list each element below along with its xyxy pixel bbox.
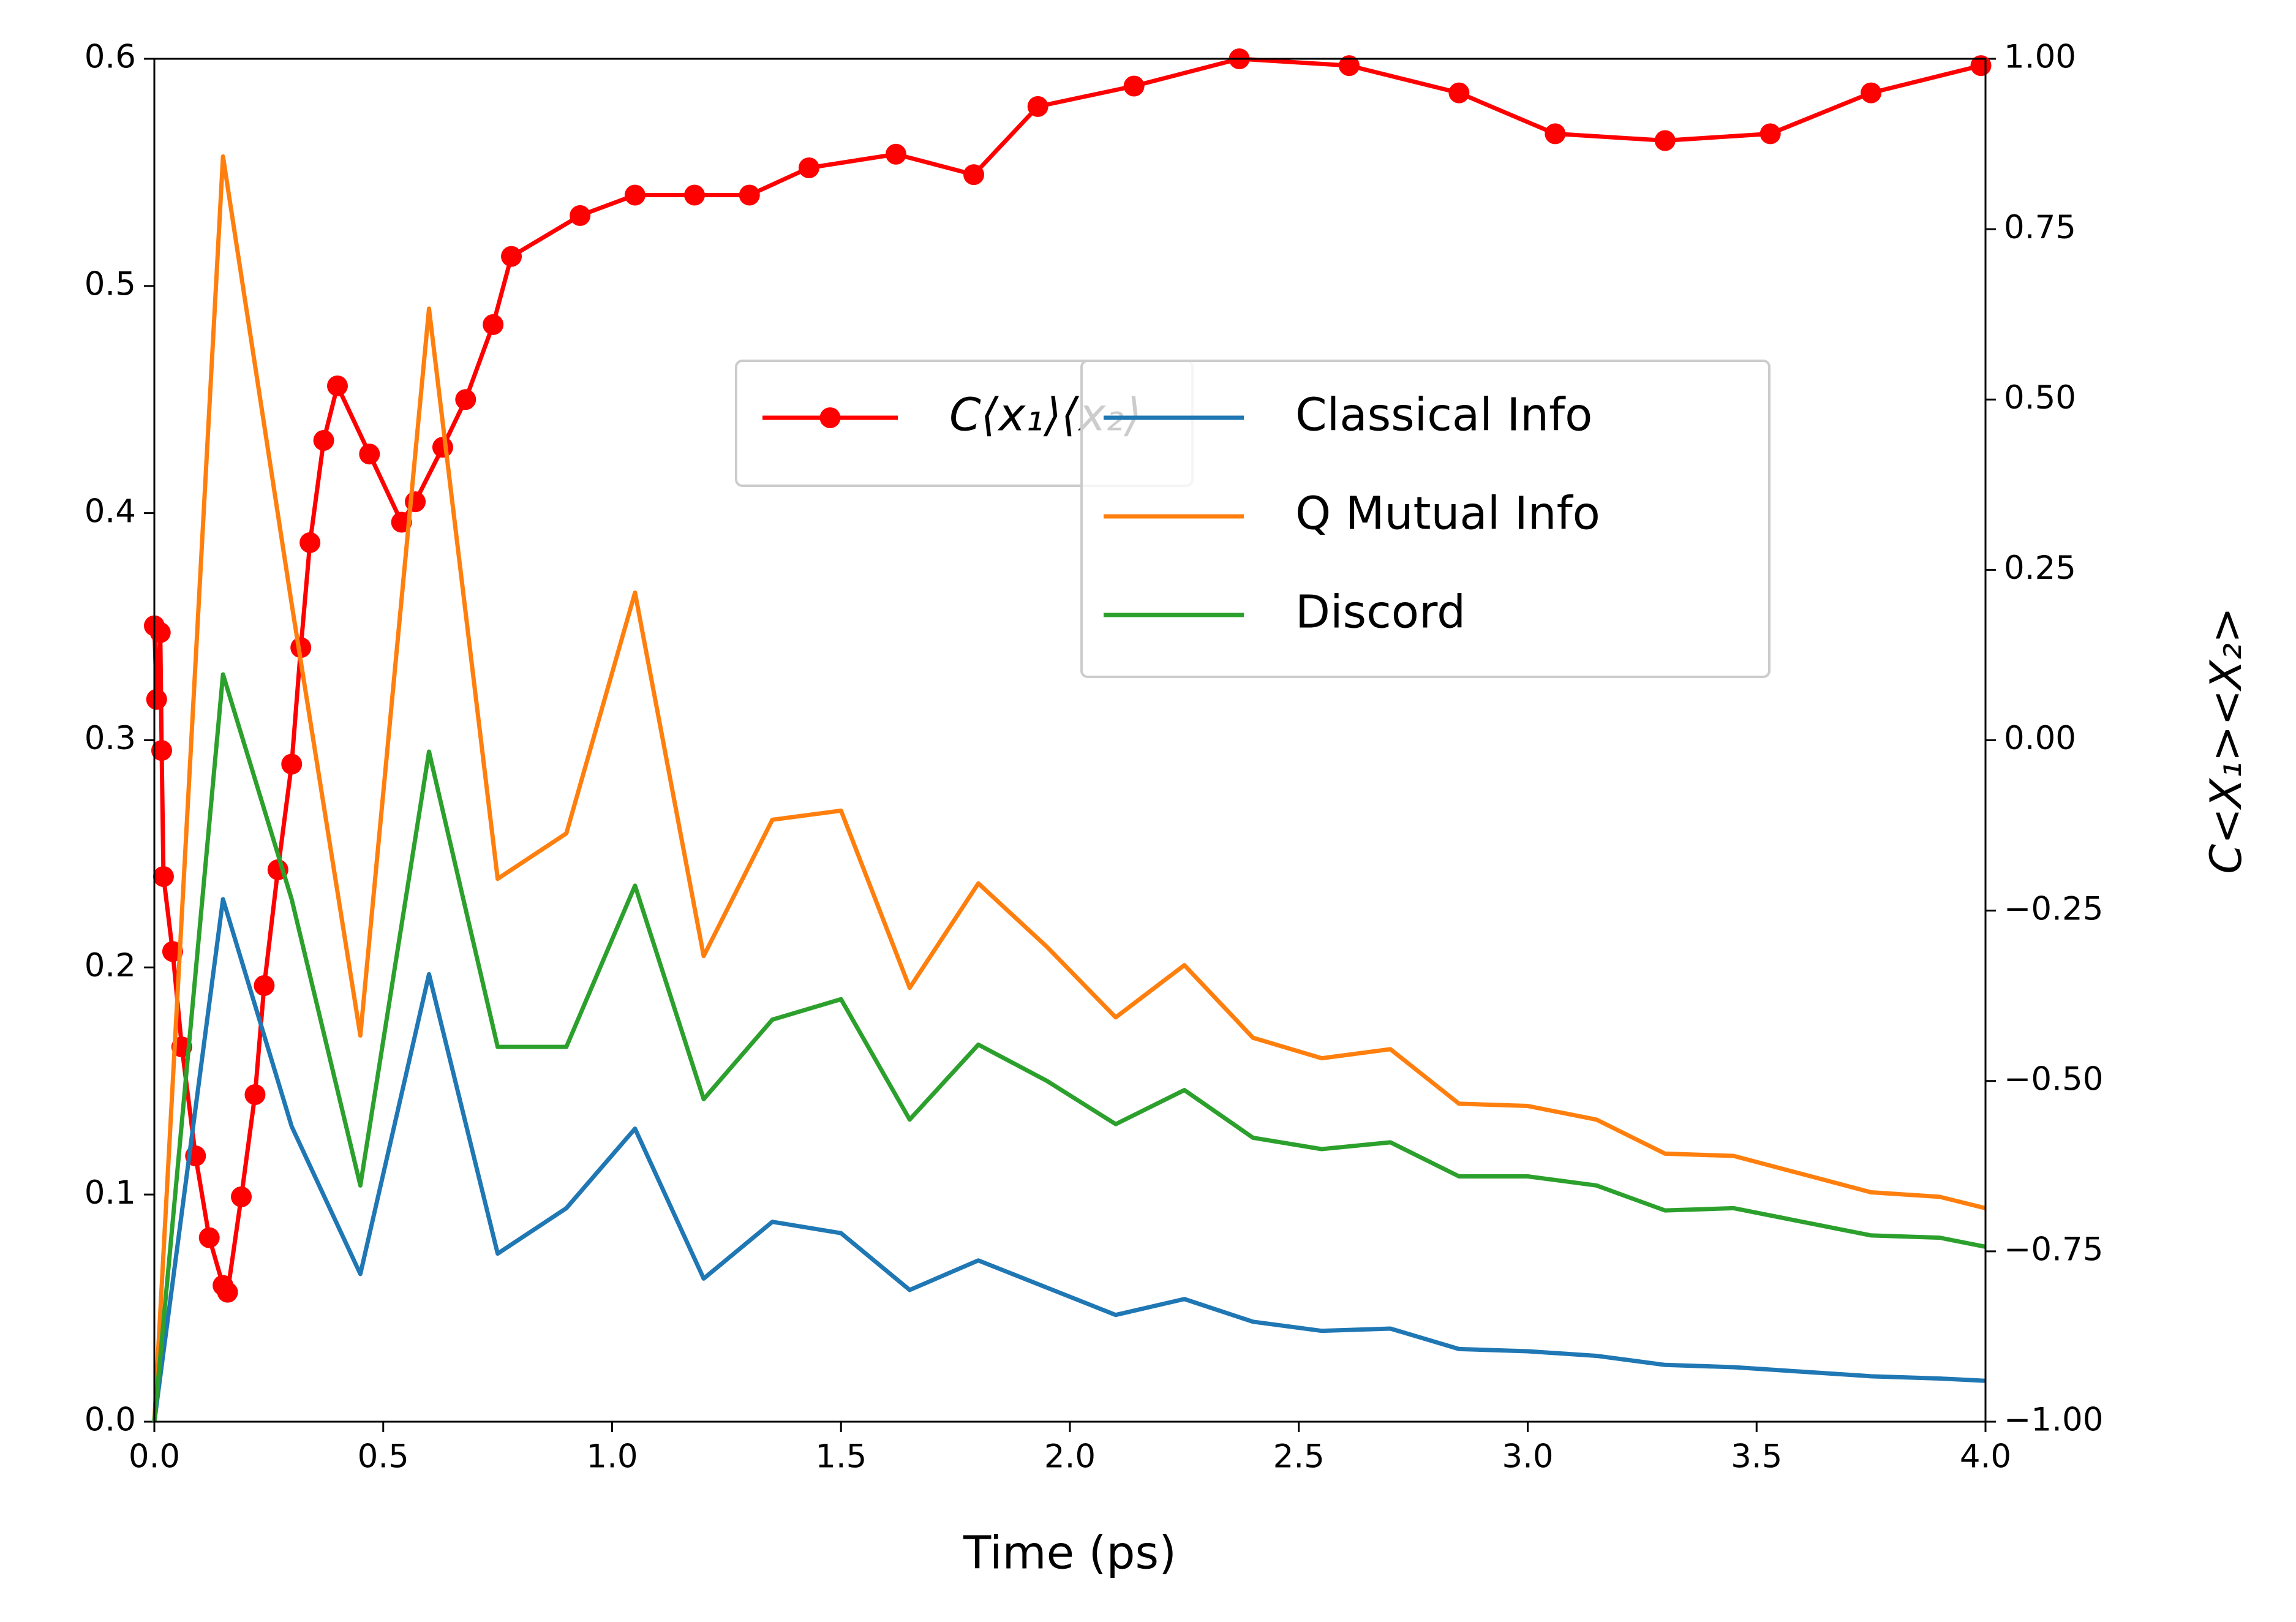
- x-tick-label: 2.5: [1273, 1438, 1325, 1476]
- y-tick-label: 0.4: [85, 492, 136, 530]
- legend-label: Classical Info: [1295, 389, 1592, 442]
- x-tick-label: 1.0: [586, 1438, 638, 1476]
- y-tick-label: 0.6: [85, 39, 136, 76]
- series-marker: [963, 164, 985, 186]
- plot-frame: [153, 58, 1987, 1423]
- series-marker: [231, 1186, 252, 1207]
- y2-tick-label: 0.50: [2004, 379, 2076, 417]
- series-marker: [885, 143, 906, 165]
- series-marker: [244, 1084, 266, 1105]
- y-tick-label: 0.2: [85, 947, 136, 984]
- x-tick-label: 3.5: [1731, 1438, 1782, 1476]
- series-marker: [501, 246, 522, 267]
- series-line: [152, 672, 1986, 1422]
- y2-axis-label: C<X₁><X₂>: [2201, 607, 2251, 874]
- y-tick-label: 0.5: [85, 265, 136, 303]
- series-marker: [624, 184, 646, 206]
- y-tick-label: 0.1: [85, 1174, 136, 1212]
- series-marker: [146, 688, 167, 710]
- series-marker: [1123, 75, 1145, 97]
- x-tick-label: 2.0: [1044, 1438, 1096, 1476]
- series-marker: [217, 1281, 238, 1303]
- x-tick-label: 4.0: [1960, 1438, 2011, 1476]
- y2-tick-label: −1.00: [2004, 1401, 2103, 1439]
- series-marker: [1760, 123, 1781, 145]
- x-tick-label: 0.5: [358, 1438, 409, 1476]
- y-tick-label: 0.3: [85, 720, 136, 757]
- legend-box: [1080, 360, 1771, 678]
- legend-label: Discord: [1295, 586, 1466, 639]
- series-marker: [1448, 82, 1470, 104]
- y2-tick-label: 1.00: [2004, 39, 2076, 76]
- series-marker: [570, 205, 591, 226]
- legend-label: Q Mutual Info: [1295, 488, 1600, 540]
- y2-tick-label: −0.50: [2004, 1060, 2103, 1098]
- y2-tick-label: 0.00: [2004, 720, 2076, 757]
- series-marker: [359, 443, 380, 465]
- series-line: [152, 154, 1986, 1422]
- series-marker: [313, 430, 334, 451]
- series-marker: [1545, 123, 1566, 145]
- series-marker: [149, 622, 171, 643]
- x-tick-label: 1.5: [815, 1438, 867, 1476]
- series-marker: [1654, 130, 1676, 151]
- x-tick-label: 0.0: [129, 1438, 180, 1476]
- series-marker: [254, 975, 275, 996]
- series-marker: [281, 753, 303, 775]
- series-marker: [1861, 82, 1882, 104]
- series-marker: [798, 157, 819, 178]
- series-marker: [299, 532, 321, 553]
- series-marker: [739, 184, 760, 206]
- series-marker: [152, 866, 174, 887]
- series-marker: [151, 740, 172, 761]
- series-marker: [483, 314, 504, 335]
- y2-tick-label: −0.75: [2004, 1231, 2103, 1269]
- y2-tick-label: −0.25: [2004, 890, 2103, 927]
- y-tick-label: 0.0: [85, 1401, 136, 1439]
- x-tick-label: 3.0: [1502, 1438, 1553, 1476]
- y2-tick-label: 0.25: [2004, 549, 2076, 587]
- series-line: [152, 897, 1986, 1422]
- series-marker: [327, 375, 348, 396]
- x-axis-label: Time (ps): [963, 1527, 1176, 1580]
- series-marker: [1027, 96, 1048, 117]
- legend-marker: [819, 407, 841, 428]
- y2-tick-label: 0.75: [2004, 209, 2076, 246]
- series-marker: [198, 1227, 220, 1248]
- series-marker: [684, 184, 706, 206]
- series-marker: [455, 389, 476, 410]
- series-marker: [1338, 55, 1360, 77]
